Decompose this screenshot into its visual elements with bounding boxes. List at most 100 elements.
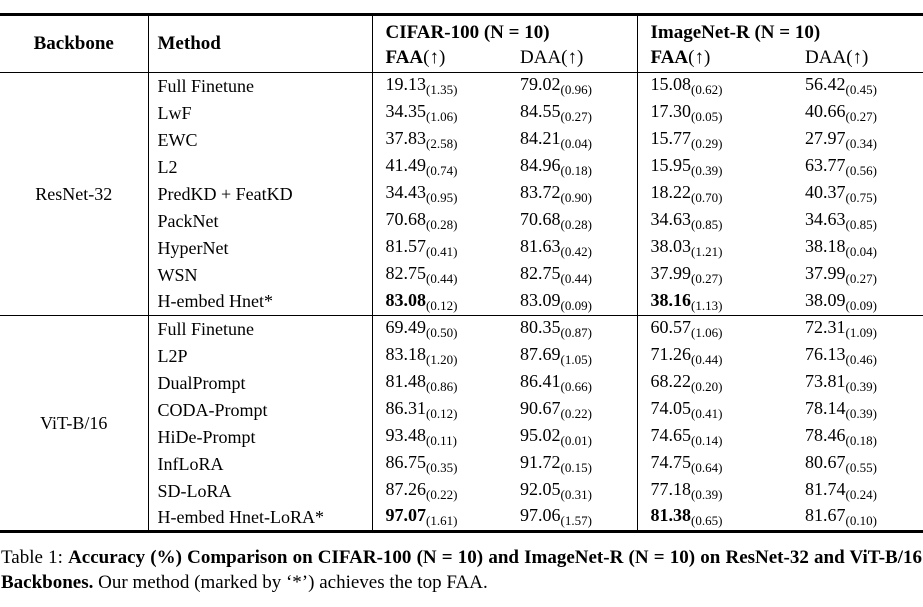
accuracy-value: 81.67 bbox=[805, 505, 846, 526]
table-row: HyperNet 81.57(0.41) 81.63(0.42) 38.03(1.21… bbox=[0, 234, 923, 262]
std-subscript: (1.21) bbox=[691, 244, 723, 259]
value-cell: 83.09(0.09) bbox=[507, 289, 637, 316]
value-cell: 68.22(0.20) bbox=[636, 369, 793, 397]
subheader-cifar-faa: FAA(↑) bbox=[371, 44, 507, 73]
table-row: CODA-Prompt 86.31(0.12) 90.67(0.22) 74.05(0… bbox=[0, 396, 923, 424]
accuracy-value: 87.26 bbox=[385, 479, 427, 499]
caption-rest: Our method (marked by ‘*’) achieves the … bbox=[93, 572, 488, 594]
value-cell: 93.48(0.11) bbox=[371, 423, 507, 451]
accuracy-value: 18.22 bbox=[650, 182, 692, 202]
value-cell: 70.68(0.28) bbox=[371, 207, 507, 235]
accuracy-value: 15.08 bbox=[650, 74, 692, 95]
accuracy-value: 15.77 bbox=[650, 128, 692, 148]
value-cell: 37.99(0.27) bbox=[636, 261, 793, 289]
std-subscript: (0.27) bbox=[845, 271, 877, 286]
accuracy-value: 84.96 bbox=[520, 155, 561, 175]
table-caption: Table 1: Accuracy (%) Comparison on CIFA… bbox=[0, 545, 923, 595]
accuracy-value: 87.69 bbox=[520, 344, 561, 364]
value-cell: 19.13(1.35) bbox=[371, 72, 507, 100]
value-cell: 76.13(0.46) bbox=[792, 343, 923, 370]
accuracy-value: 74.05 bbox=[650, 398, 692, 418]
accuracy-value: 40.66 bbox=[805, 101, 846, 121]
std-subscript: (1.06) bbox=[426, 109, 458, 124]
value-cell: 90.67(0.22) bbox=[507, 397, 637, 424]
accuracy-value: 81.38 bbox=[650, 505, 692, 526]
method-label: HyperNet bbox=[147, 234, 372, 262]
value-cell: 81.57(0.41) bbox=[371, 234, 507, 262]
std-subscript: (0.95) bbox=[426, 190, 458, 205]
value-cell: 81.38(0.65) bbox=[636, 504, 793, 532]
std-subscript: (0.46) bbox=[845, 352, 877, 367]
header-row-groups: Backbone Method CIFAR-100 (N = 10) Image… bbox=[0, 14, 923, 73]
metric-label: DAA bbox=[805, 47, 847, 69]
method-label: H-embed Hnet-LoRA* bbox=[147, 504, 372, 532]
std-subscript: (0.66) bbox=[560, 379, 592, 394]
std-subscript: (1.09) bbox=[845, 325, 877, 341]
accuracy-value: 34.63 bbox=[805, 209, 846, 229]
accuracy-value: 92.05 bbox=[520, 479, 561, 499]
table-row: SD-LoRA 87.26(0.22) 92.05(0.31) 77.18(0.39)… bbox=[0, 477, 923, 505]
std-subscript: (1.57) bbox=[560, 513, 592, 529]
std-subscript: (0.87) bbox=[560, 325, 592, 341]
std-subscript: (0.24) bbox=[845, 487, 877, 502]
method-label: Full Finetune bbox=[147, 72, 372, 100]
group-header-imagenet-r: ImageNet-R (N = 10) bbox=[636, 14, 923, 45]
table-row: HiDe-Prompt 93.48(0.11) 95.02(0.01) 74.65(0… bbox=[0, 423, 923, 451]
value-cell: 41.49(0.74) bbox=[371, 153, 507, 181]
std-subscript: (0.04) bbox=[845, 244, 877, 259]
std-subscript: (0.64) bbox=[691, 460, 723, 475]
table-row: PackNet 70.68(0.28) 70.68(0.28) 34.63(0.85)… bbox=[0, 207, 923, 235]
std-subscript: (0.44) bbox=[426, 271, 458, 286]
accuracy-value: 81.63 bbox=[520, 236, 561, 256]
std-subscript: (0.10) bbox=[845, 513, 877, 529]
subheader-imagenet-daa: DAA(↑) bbox=[792, 44, 923, 73]
value-cell: 77.18(0.39) bbox=[636, 477, 793, 505]
backbone-label: ViT-B/16 bbox=[0, 315, 148, 532]
std-subscript: (0.29) bbox=[691, 136, 723, 151]
value-cell: 92.05(0.31) bbox=[507, 478, 637, 505]
value-cell: 37.99(0.27) bbox=[792, 262, 923, 289]
std-subscript: (0.45) bbox=[845, 82, 877, 98]
std-subscript: (0.85) bbox=[691, 217, 723, 232]
method-label: WSN bbox=[147, 261, 372, 289]
method-label: PackNet bbox=[147, 207, 372, 235]
accuracy-value: 90.67 bbox=[520, 398, 561, 418]
std-subscript: (0.28) bbox=[560, 217, 592, 232]
value-cell: 74.75(0.64) bbox=[636, 450, 793, 478]
std-subscript: (0.11) bbox=[426, 433, 457, 448]
accuracy-value: 95.02 bbox=[520, 425, 561, 445]
table-row: L2 41.49(0.74) 84.96(0.18) 15.95(0.39) 63.77… bbox=[0, 153, 923, 181]
backbone-label: ResNet-32 bbox=[35, 183, 113, 204]
std-subscript: (0.04) bbox=[560, 136, 592, 151]
value-cell: 82.75(0.44) bbox=[371, 261, 507, 289]
accuracy-value: 80.35 bbox=[520, 317, 561, 338]
value-cell: 60.57(1.06) bbox=[636, 315, 793, 343]
std-subscript: (0.28) bbox=[426, 217, 458, 232]
accuracy-value: 78.46 bbox=[805, 425, 846, 445]
value-cell: 95.02(0.01) bbox=[507, 424, 637, 451]
accuracy-value: 83.18 bbox=[385, 344, 427, 364]
std-subscript: (0.12) bbox=[426, 406, 458, 421]
value-cell: 84.55(0.27) bbox=[507, 100, 637, 127]
std-subscript: (0.70) bbox=[691, 190, 723, 205]
accuracy-value: 97.06 bbox=[520, 505, 561, 526]
value-cell: 18.22(0.70) bbox=[636, 180, 793, 208]
std-subscript: (0.27) bbox=[845, 109, 877, 124]
method-label: EWC bbox=[147, 126, 372, 154]
value-cell: 69.49(0.50) bbox=[371, 315, 507, 343]
std-subscript: (0.20) bbox=[691, 379, 723, 394]
value-cell: 17.30(0.05) bbox=[636, 99, 793, 127]
method-label: L2P bbox=[147, 342, 372, 370]
value-cell: 81.48(0.86) bbox=[371, 369, 507, 397]
accuracy-value: 70.68 bbox=[385, 209, 427, 229]
value-cell: 81.74(0.24) bbox=[792, 478, 923, 505]
std-subscript: (0.39) bbox=[845, 406, 877, 421]
std-subscript: (1.35) bbox=[426, 82, 458, 98]
table-row: LwF 34.35(1.06) 84.55(0.27) 17.30(0.05) 40.6… bbox=[0, 99, 923, 127]
table-row: ResNet-32 Full Finetune 19.13(1.35) 79.02(0… bbox=[0, 72, 923, 204]
table-header: Backbone Method CIFAR-100 (N = 10) Image… bbox=[0, 14, 923, 73]
method-label: CODA-Prompt bbox=[147, 396, 372, 424]
table-row: ViT-B/16 Full Finetune 69.49(0.50) 80.35(0.… bbox=[0, 315, 923, 532]
subheader-cifar-daa: DAA(↑) bbox=[507, 44, 638, 73]
std-subscript: (0.12) bbox=[426, 297, 458, 313]
